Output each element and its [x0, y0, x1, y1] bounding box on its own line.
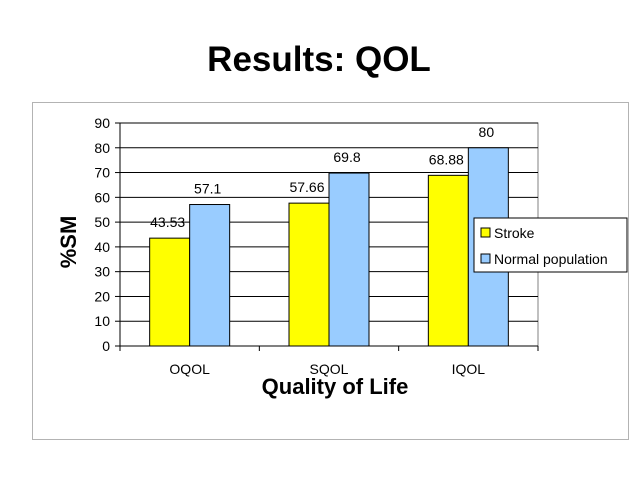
data-label: 68.88	[429, 151, 464, 167]
x-tick-label: SQOL	[310, 361, 349, 377]
legend	[473, 217, 628, 273]
data-label: 80	[479, 124, 495, 140]
slide-title: Results: QOL	[207, 40, 431, 79]
y-tick-label: 30	[94, 264, 110, 280]
data-label: 43.53	[150, 214, 185, 230]
bar	[189, 204, 231, 347]
y-tick-label: 90	[94, 115, 110, 131]
bar	[288, 202, 330, 347]
y-tick-label: 50	[94, 214, 110, 230]
y-tick-label: 20	[94, 288, 110, 304]
legend-label: Normal population	[494, 251, 608, 267]
y-tick-label: 10	[94, 313, 110, 329]
x-axis-title: Quality of Life	[262, 374, 409, 399]
y-tick-label: 80	[94, 140, 110, 156]
bar	[328, 172, 370, 347]
y-tick-label: 0	[102, 338, 110, 354]
x-tick-label: IQOL	[452, 361, 486, 377]
legend-swatch	[480, 253, 491, 264]
y-tick-label: 60	[94, 189, 110, 205]
legend-swatch	[480, 227, 491, 238]
y-axis-title: %SM	[56, 216, 81, 269]
data-label: 69.8	[333, 149, 360, 165]
legend-label: Stroke	[494, 225, 535, 241]
data-label: 57.1	[194, 181, 221, 197]
bar	[149, 237, 191, 347]
x-tick-label: OQOL	[169, 361, 210, 377]
y-tick-label: 70	[94, 165, 110, 181]
bar	[427, 174, 469, 347]
y-tick-label: 40	[94, 239, 110, 255]
data-label: 57.66	[289, 179, 324, 195]
